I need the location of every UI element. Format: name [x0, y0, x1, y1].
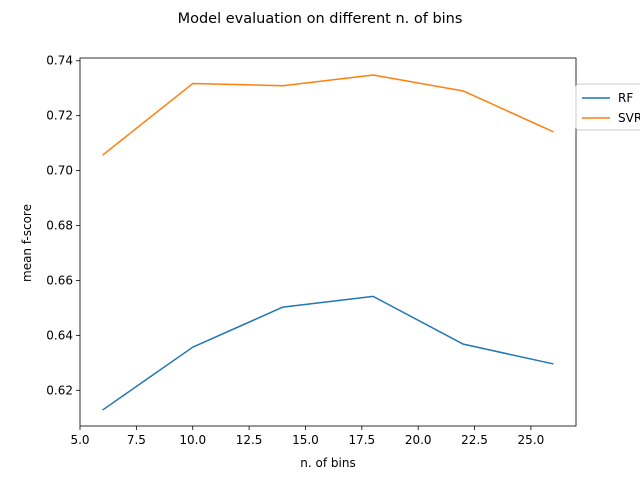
y-tick-label: 0.68 — [46, 219, 73, 233]
x-tick-label: 20.0 — [405, 433, 432, 447]
y-tick-label: 0.70 — [46, 164, 73, 178]
series-lines — [102, 74, 554, 411]
x-axis-label: n. of bins — [300, 456, 355, 470]
y-tick-label: 0.62 — [46, 383, 73, 397]
y-tick-label: 0.64 — [46, 328, 73, 342]
x-tick-label: 17.5 — [348, 433, 375, 447]
x-tick-label: 7.5 — [127, 433, 146, 447]
x-tick-label: 5.0 — [70, 433, 89, 447]
chart-title: Model evaluation on different n. of bins — [178, 11, 463, 27]
y-tick-label: 0.66 — [46, 273, 73, 287]
y-axis-label: mean f-score — [20, 204, 34, 282]
x-tick-label: 12.5 — [236, 433, 263, 447]
plot-area: 5.0 7.5 10.0 12.5 15.0 17.5 20.0 22.5 25.0 0.620… — [46, 54, 577, 447]
y-axis-ticks: 0.62 0.64 0.66 0.68 0.70 0.72 0.74 — [46, 54, 80, 397]
plot-frame — [79, 57, 577, 427]
series-line-rf — [102, 295, 554, 411]
x-tick-label: 25.0 — [518, 433, 545, 447]
legend-label-svr: SVR — [618, 111, 640, 125]
series-line-svr — [102, 74, 554, 156]
y-tick-label: 0.72 — [46, 109, 73, 123]
x-tick-label: 15.0 — [292, 433, 319, 447]
x-tick-label: 10.0 — [179, 433, 206, 447]
legend-label-rf: RF — [618, 91, 633, 105]
y-tick-label: 0.74 — [46, 54, 73, 68]
legend: RF SVR — [575, 83, 640, 131]
x-tick-label: 22.5 — [461, 433, 488, 447]
x-axis-ticks: 5.0 7.5 10.0 12.5 15.0 17.5 20.0 22.5 25.0 — [70, 426, 544, 447]
